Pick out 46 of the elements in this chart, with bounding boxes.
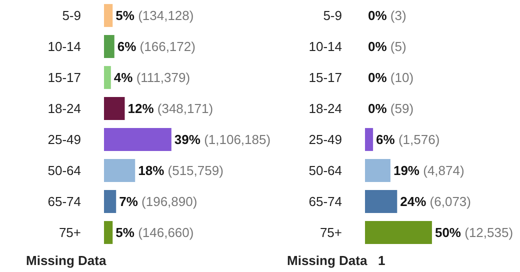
y-tick-label: 65-74 (308, 194, 342, 210)
y-tick-label: 10-14 (48, 39, 81, 54)
bar (365, 221, 432, 244)
data-label: 5% (134,128) (116, 8, 194, 23)
y-tick-label: 18-24 (308, 101, 342, 116)
data-label: 6% (166,172) (117, 39, 196, 54)
bar (104, 35, 114, 58)
data-label: 39% (1,106,185) (174, 132, 271, 147)
y-tick-label: 25-49 (308, 132, 342, 148)
data-label: 6% (1,576) (376, 132, 440, 147)
data-label: 0% (5) (368, 39, 406, 54)
y-tick-label: 10-14 (308, 39, 342, 54)
data-label: 24% (6,073) (400, 194, 471, 209)
data-label: 18% (515,759) (138, 163, 224, 178)
data-label: 4% (111,379) (114, 70, 190, 85)
bar (104, 221, 113, 244)
bar (104, 97, 125, 120)
bar (365, 159, 390, 182)
data-label: 5% (146,660) (116, 225, 194, 240)
data-label: 0% (10) (368, 70, 414, 85)
data-label: 19% (4,874) (393, 163, 464, 178)
bar (104, 190, 116, 213)
bar (365, 128, 374, 151)
data-label: 0% (59) (368, 101, 414, 116)
y-tick-label: 5-9 (62, 8, 81, 24)
data-label: 50% (12,535) (434, 225, 514, 240)
y-tick-label: 15-17 (308, 70, 342, 86)
text: Missing Data (26, 253, 107, 268)
y-tick-label: 25-49 (48, 132, 81, 148)
y-tick-label: 18-24 (48, 101, 81, 116)
y-tick-label: 50-64 (308, 163, 342, 178)
bar (104, 4, 113, 27)
data-label: 12% (348,171) (128, 101, 214, 116)
bar (104, 159, 136, 182)
y-tick-label: 65-74 (48, 194, 81, 210)
bar (365, 190, 398, 213)
y-tick-label: 50-64 (48, 163, 81, 178)
bar (104, 128, 172, 151)
data-label: 7% (196,890) (119, 194, 198, 209)
y-tick-label: 15-17 (48, 70, 81, 86)
data-label: 0% (3) (368, 8, 406, 23)
text: Missing Data 1 (287, 253, 386, 268)
bar (104, 66, 111, 89)
y-tick-label: 75+ (320, 225, 342, 240)
y-tick-label: 5-9 (323, 8, 342, 24)
y-tick-label: 75+ (58, 225, 81, 240)
